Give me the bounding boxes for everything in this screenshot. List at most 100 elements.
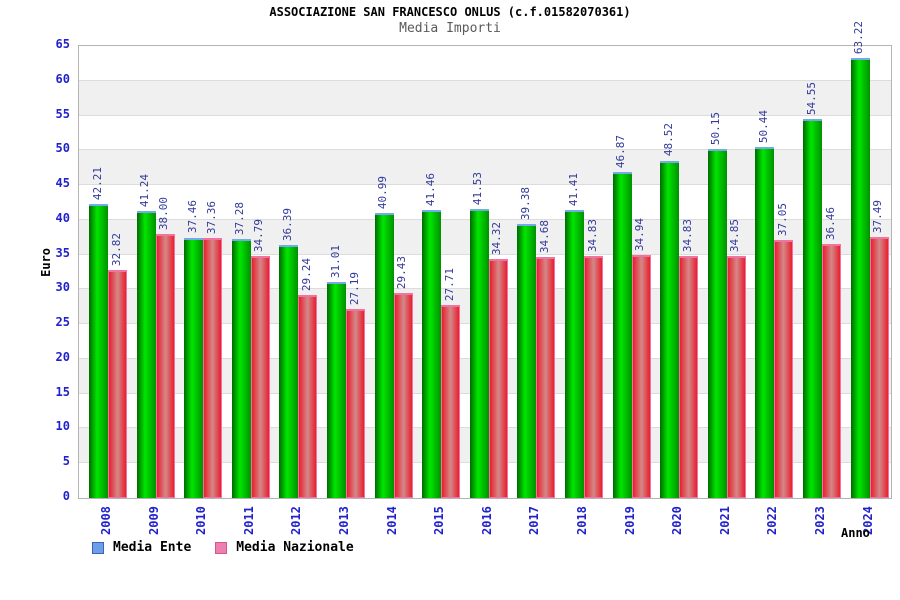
bar-value-media-nazionale-2012: 29.24 bbox=[299, 257, 313, 291]
x-tick-label-2012: 2012 bbox=[289, 506, 304, 535]
bar-media-ente-2019 bbox=[612, 172, 632, 498]
plot-band bbox=[79, 80, 891, 116]
bar-media-ente-2011 bbox=[231, 238, 251, 498]
bar-media-ente-2024 bbox=[850, 58, 870, 498]
bar-media-ente-2021 bbox=[707, 149, 727, 498]
bar-media-ente-2020 bbox=[660, 160, 680, 498]
y-tick-label: 30 bbox=[55, 280, 70, 295]
bar-media-ente-2008 bbox=[89, 204, 108, 498]
x-tick-label-2020: 2020 bbox=[670, 506, 685, 535]
bar-value-media-nazionale-2016: 34.32 bbox=[490, 222, 504, 256]
bar-media-nazionale-2024 bbox=[869, 237, 889, 498]
chart-title: ASSOCIAZIONE SAN FRANCESCO ONLUS (c.f.01… bbox=[269, 5, 631, 19]
legend-item-media-nazionale: Media Nazionale bbox=[215, 540, 354, 555]
bar-value-media-nazionale-2009: 38.00 bbox=[157, 196, 171, 230]
bar-media-nazionale-2012 bbox=[298, 294, 318, 498]
x-tick-label-2017: 2017 bbox=[527, 506, 542, 535]
y-tick-label: 35 bbox=[55, 245, 70, 260]
bar-media-ente-2023 bbox=[803, 118, 822, 498]
bar-media-ente-2012 bbox=[279, 244, 299, 498]
bar-value-media-nazionale-2011: 34.79 bbox=[252, 218, 266, 253]
bar-value-media-ente-2021: 50.15 bbox=[709, 112, 723, 146]
bar-value-media-ente-2020: 48.52 bbox=[661, 123, 675, 157]
chart-subtitle: Media Importi bbox=[399, 21, 501, 36]
bar-media-nazionale-2023 bbox=[822, 244, 841, 498]
bar-value-media-nazionale-2023: 36.46 bbox=[823, 207, 837, 241]
bar-value-media-ente-2017: 39.38 bbox=[518, 187, 532, 221]
x-tick-label-2014: 2014 bbox=[384, 506, 399, 535]
bar-value-media-nazionale-2022: 37.05 bbox=[775, 203, 789, 237]
bar-value-media-ente-2022: 50.44 bbox=[756, 110, 770, 144]
bar-value-media-nazionale-2018: 34.83 bbox=[585, 218, 599, 252]
legend-item-media-ente: Media Ente bbox=[92, 540, 191, 555]
x-tick-label-2016: 2016 bbox=[479, 506, 494, 535]
bar-media-ente-2018 bbox=[565, 210, 584, 498]
bar-media-nazionale-2008 bbox=[108, 269, 127, 498]
bar-value-media-ente-2012: 36.39 bbox=[280, 207, 294, 241]
bar-media-ente-2010 bbox=[184, 237, 204, 498]
bar-value-media-nazionale-2017: 34.68 bbox=[537, 219, 551, 253]
y-tick-label: 0 bbox=[62, 489, 70, 503]
legend-label-media-ente: Media Ente bbox=[113, 540, 192, 555]
bar-media-nazionale-2022 bbox=[774, 240, 794, 498]
gridline bbox=[79, 114, 891, 116]
bar-media-ente-2014 bbox=[374, 212, 394, 498]
bar-value-media-ente-2015: 41.46 bbox=[423, 172, 437, 206]
x-tick-label-2010: 2010 bbox=[194, 506, 209, 535]
bar-media-nazionale-2015 bbox=[441, 305, 461, 498]
legend-swatch-media-ente bbox=[92, 541, 104, 554]
bar-value-media-nazionale-2015: 27.71 bbox=[442, 268, 456, 302]
bar-value-media-ente-2011: 37.28 bbox=[233, 201, 247, 235]
y-tick-label: 65 bbox=[55, 37, 70, 51]
bar-media-ente-2022 bbox=[755, 147, 775, 498]
x-tick-label-2019: 2019 bbox=[622, 506, 637, 535]
bar-media-nazionale-2016 bbox=[488, 259, 508, 498]
gridline bbox=[79, 79, 891, 81]
bar-value-media-nazionale-2024: 37.49 bbox=[871, 200, 885, 234]
x-tick-label-2009: 2009 bbox=[146, 506, 161, 535]
bar-value-media-ente-2016: 41.53 bbox=[471, 172, 485, 206]
bar-value-media-ente-2010: 37.46 bbox=[185, 200, 199, 234]
bar-value-media-nazionale-2021: 34.85 bbox=[728, 218, 742, 252]
bar-media-nazionale-2021 bbox=[726, 255, 746, 498]
bar-value-media-nazionale-2013: 27.19 bbox=[347, 271, 361, 305]
y-tick-label: 40 bbox=[55, 210, 70, 225]
bar-media-ente-2017 bbox=[517, 224, 537, 498]
bar-media-ente-2009 bbox=[136, 211, 156, 498]
x-tick-label-2023: 2023 bbox=[813, 506, 827, 535]
bar-media-nazionale-2010 bbox=[203, 238, 223, 498]
bar-value-media-nazionale-2010: 37.36 bbox=[204, 201, 218, 235]
y-tick-label: 5 bbox=[62, 454, 70, 469]
bar-value-media-ente-2018: 41.41 bbox=[566, 172, 580, 207]
x-axis-title: Anno bbox=[841, 526, 870, 540]
plot-band bbox=[79, 115, 891, 151]
bar-value-media-ente-2014: 40.99 bbox=[376, 175, 390, 209]
bar-media-ente-2013 bbox=[327, 282, 346, 498]
bar-media-nazionale-2018 bbox=[584, 255, 603, 498]
plot-area: 42.21 32.82 41.24 38.00 37.46 37.36 37.28 34.79… bbox=[78, 21, 892, 499]
bar-media-nazionale-2011 bbox=[250, 256, 270, 498]
y-tick-label: 45 bbox=[55, 176, 70, 191]
bar-value-media-nazionale-2020: 34.83 bbox=[680, 218, 694, 252]
bar-value-media-nazionale-2008: 32.82 bbox=[109, 232, 123, 266]
bar-value-media-nazionale-2014: 29.43 bbox=[395, 256, 409, 290]
bar-media-nazionale-2020 bbox=[679, 255, 699, 498]
bar-media-nazionale-2009 bbox=[155, 233, 175, 498]
x-tick-label-2008: 2008 bbox=[99, 506, 113, 535]
x-tick-label-2011: 2011 bbox=[241, 506, 256, 535]
bar-value-media-ente-2013: 31.01 bbox=[328, 245, 342, 279]
bar-media-ente-2016 bbox=[469, 209, 489, 498]
x-tick-label-2021: 2021 bbox=[717, 506, 732, 535]
legend-label-media-nazionale: Media Nazionale bbox=[236, 540, 354, 555]
bar-media-nazionale-2019 bbox=[631, 255, 651, 498]
bar-media-ente-2015 bbox=[422, 209, 442, 498]
bar-media-nazionale-2017 bbox=[536, 256, 556, 498]
bar-value-media-ente-2019: 46.87 bbox=[614, 134, 628, 169]
gridline bbox=[79, 184, 891, 186]
y-tick-label: 50 bbox=[55, 141, 70, 156]
y-tick-label: 55 bbox=[55, 106, 70, 121]
bar-media-nazionale-2014 bbox=[393, 293, 413, 498]
y-tick-label: 20 bbox=[55, 349, 70, 364]
y-tick-label: 15 bbox=[55, 384, 70, 399]
bar-value-media-ente-2009: 41.24 bbox=[138, 174, 152, 208]
